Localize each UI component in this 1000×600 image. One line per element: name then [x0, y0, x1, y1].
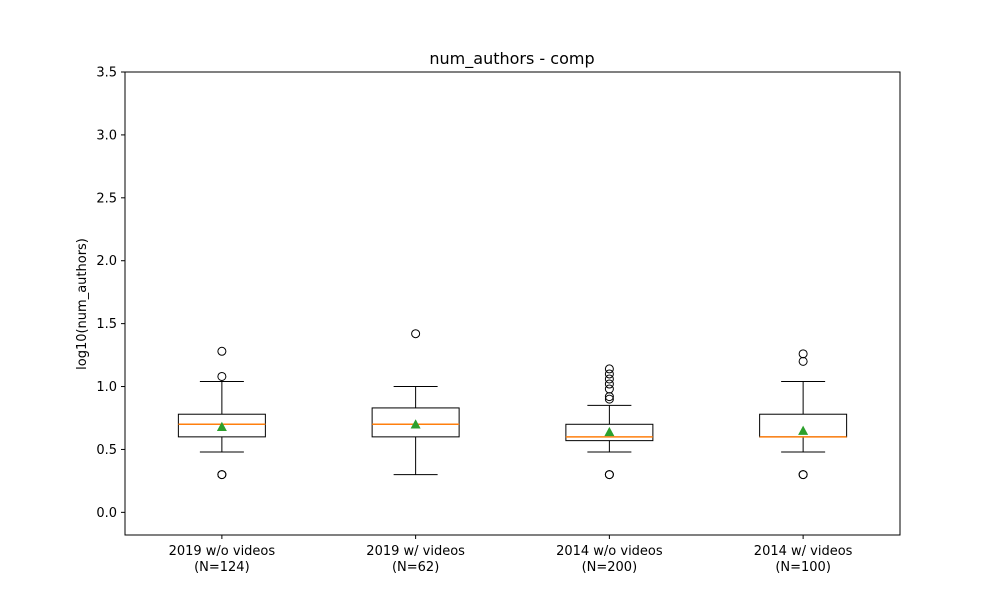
outlier-point — [604, 374, 614, 384]
mean-marker — [410, 419, 421, 429]
box-group — [177, 346, 266, 480]
y-axis-label: log10(num_authors) — [75, 238, 90, 370]
mean-marker — [216, 421, 227, 432]
outlier-point — [411, 329, 421, 339]
box-group — [759, 349, 848, 480]
outlier-point — [604, 384, 614, 394]
box-group — [371, 329, 460, 476]
x-tick-label: 2019 w/o videos — [169, 544, 276, 559]
y-tick-label: 0.0 — [96, 506, 117, 521]
box-iqr — [371, 407, 460, 438]
outlier-point — [604, 364, 614, 374]
outlier-point — [798, 349, 808, 359]
outlier-point — [604, 394, 614, 404]
box-group — [565, 364, 654, 480]
mean-marker — [604, 426, 615, 437]
x-tick-label: 2014 w/ videos — [754, 544, 853, 559]
y-axis: 0.0 0.5 1.0 1.5 2.0 2.5 3.0 3.5 — [96, 66, 125, 521]
y-tick-label: 2.5 — [96, 191, 117, 206]
x-tick-count-label: (N=100) — [775, 560, 831, 575]
y-tick-label: 1.0 — [96, 380, 117, 395]
chart-title: num_authors - comp — [429, 49, 594, 69]
y-tick-label: 0.5 — [96, 443, 117, 458]
outlier-point — [604, 379, 614, 389]
plot-frame — [124, 71, 901, 536]
x-tick-count-label: (N=124) — [194, 560, 250, 575]
x-tick-count-label: (N=62) — [392, 560, 439, 575]
x-tick-count-label: (N=200) — [582, 560, 638, 575]
y-tick-label: 3.0 — [96, 128, 117, 143]
x-axis: 2019 w/o videos(N=124) 2019 w/ videos(N=6… — [169, 535, 853, 575]
y-tick-label: 1.5 — [96, 317, 117, 332]
x-tick-label: 2014 w/o videos — [556, 544, 663, 559]
plot-area — [124, 71, 901, 536]
outlier-point — [217, 346, 227, 356]
x-tick-label: 2019 w/ videos — [366, 544, 465, 559]
mean-marker — [798, 425, 809, 435]
y-tick-label: 2.0 — [96, 254, 117, 269]
outlier-point — [604, 369, 614, 379]
box-iqr — [177, 413, 266, 438]
outlier-point — [798, 356, 808, 366]
outlier-point — [604, 470, 614, 480]
outlier-point — [798, 470, 808, 480]
outlier-point — [217, 470, 227, 480]
y-tick-label: 3.5 — [96, 66, 117, 81]
outlier-point — [217, 371, 227, 381]
box-iqr — [565, 423, 654, 442]
